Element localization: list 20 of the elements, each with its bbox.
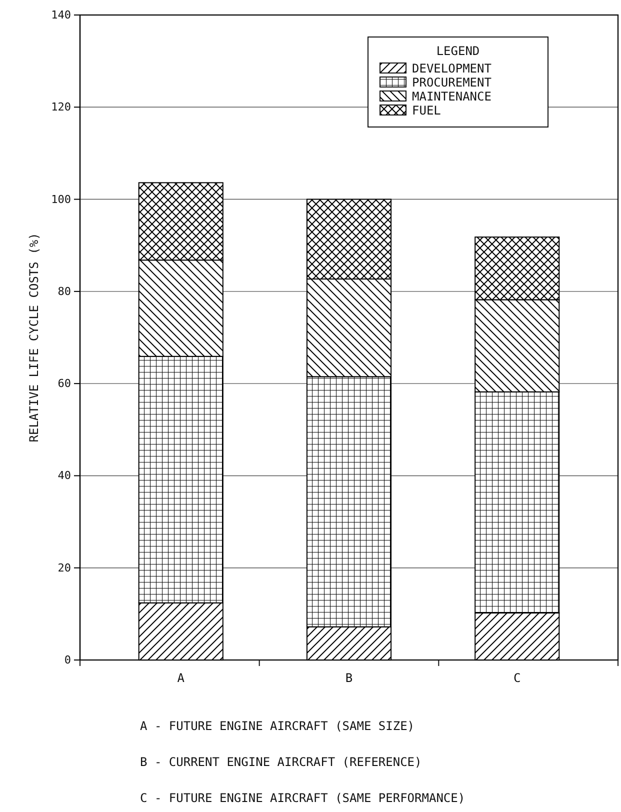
- y-tick-label: 120: [51, 100, 71, 114]
- y-axis-title: RELATIVE LIFE CYCLE COSTS (%): [27, 232, 41, 442]
- legend-label: FUEL: [412, 104, 441, 118]
- text: B - CURRENT ENGINE AIRCRAFT (REFERENCE): [140, 755, 422, 769]
- y-tick-label: 40: [58, 469, 71, 482]
- text: C - FUTURE ENGINE AIRCRAFT (SAME PERFORMANCE): [140, 791, 466, 805]
- legend-label: MAINTENANCE: [412, 90, 492, 104]
- x-tick-label: A: [177, 671, 186, 686]
- text: A - FUTURE ENGINE AIRCRAFT (SAME SIZE): [140, 719, 415, 733]
- y-tick-label: 100: [51, 192, 71, 206]
- legend-label: DEVELOPMENT: [412, 62, 492, 76]
- y-tick-label: 20: [58, 561, 71, 574]
- legend-title: LEGEND: [436, 44, 480, 58]
- legend-label: PROCUREMENT: [412, 76, 492, 90]
- y-tick-label: 0: [64, 654, 71, 667]
- x-tick-label: B: [345, 671, 353, 686]
- y-tick-label: 140: [51, 8, 71, 22]
- y-tick-label: 80: [58, 284, 71, 298]
- x-tick-label: C: [514, 671, 521, 686]
- y-tick-label: 60: [58, 377, 71, 390]
